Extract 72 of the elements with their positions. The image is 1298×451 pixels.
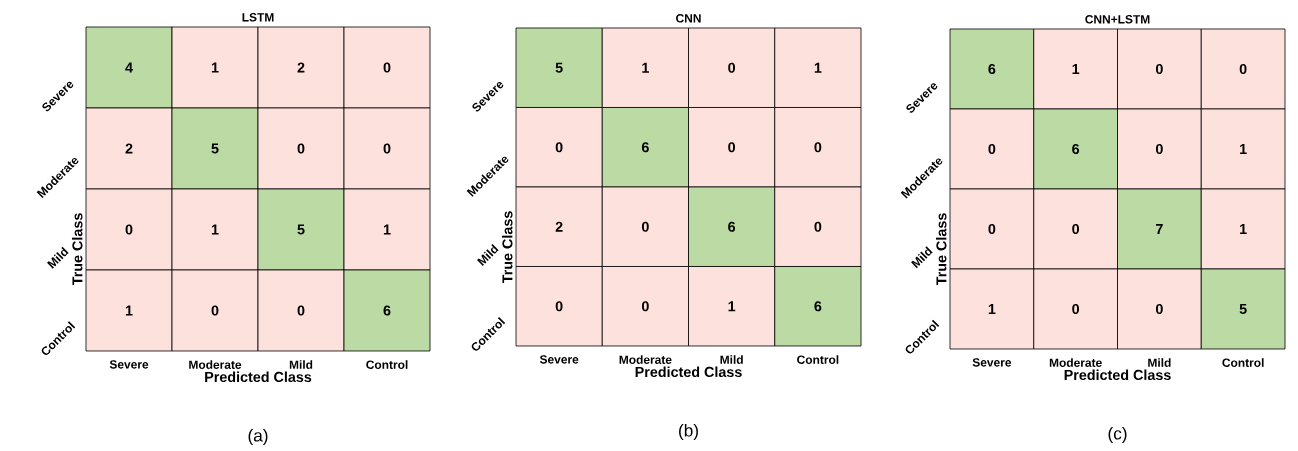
data-label: 6	[641, 142, 649, 153]
data-label: 0	[728, 62, 736, 73]
data-label: 0	[555, 301, 563, 312]
data-label: 0	[641, 301, 649, 312]
data-label: 1	[383, 224, 391, 235]
data-label: 5	[1239, 303, 1247, 314]
data-label: 0	[988, 143, 996, 155]
data-label: 4	[125, 62, 133, 73]
data-label: 0	[641, 221, 649, 232]
data-label: 0	[1239, 63, 1247, 75]
data-label: 7	[1156, 224, 1163, 234]
data-label: 0	[1155, 303, 1163, 315]
data-label: 1	[988, 304, 996, 314]
chart-title: CNN	[676, 14, 701, 23]
data-label: 1	[642, 62, 649, 73]
data-label: 0	[297, 143, 305, 154]
data-label: 0	[125, 224, 133, 235]
data-label: 5	[297, 224, 305, 235]
data-label: 0	[1155, 143, 1163, 155]
data-label: 6	[988, 63, 996, 75]
data-label: 0	[1072, 303, 1080, 315]
x-axis-title: Predicted Class	[635, 366, 742, 378]
text: (b)	[679, 423, 698, 441]
text: (c)	[1108, 426, 1127, 444]
data-label: 2	[555, 221, 563, 232]
data-label: 2	[297, 62, 305, 73]
x-tick-label: Moderate	[619, 355, 672, 364]
x-tick-label: Control	[1222, 358, 1264, 367]
y-axis-title: True Class	[935, 213, 947, 286]
x-tick-label: Mild	[720, 355, 743, 364]
data-label: 1	[211, 224, 219, 235]
data-label: 0	[728, 142, 736, 153]
data-label: 6	[383, 305, 391, 316]
data-label: 1	[728, 301, 736, 312]
x-tick-label: Control	[366, 360, 408, 369]
x-axis-title: Predicted Class	[1064, 369, 1171, 381]
data-label: 5	[555, 62, 563, 73]
data-label: 0	[383, 143, 391, 154]
data-label: 0	[814, 221, 822, 232]
data-label: 6	[728, 221, 736, 232]
x-tick-label: Control	[797, 355, 839, 364]
data-label: 1	[1240, 224, 1247, 234]
x-tick-label: Severe	[109, 360, 149, 369]
data-label: 0	[1072, 223, 1080, 235]
x-tick-label: Severe	[972, 358, 1012, 367]
data-label: 1	[1072, 64, 1080, 74]
x-tick-label: Mild	[289, 360, 313, 369]
chart-title: LSTM	[242, 13, 274, 22]
data-label: 2	[125, 143, 133, 154]
data-label: 5	[211, 143, 219, 154]
data-label: 0	[988, 223, 996, 235]
data-label: 0	[1155, 63, 1163, 75]
x-tick-label: Severe	[539, 355, 579, 364]
y-axis-title: True Class	[71, 213, 83, 286]
chart-title: CNN+LSTM	[1085, 15, 1150, 24]
data-label: 0	[383, 62, 391, 73]
data-label: 0	[211, 305, 219, 316]
x-axis-title: Predicted Class	[205, 371, 312, 383]
x-tick-label: Mild	[1148, 358, 1171, 367]
x-tick-label: Moderate	[1049, 358, 1102, 367]
data-label: 1	[1240, 144, 1247, 154]
data-label: 6	[1072, 143, 1080, 155]
data-label: 0	[555, 142, 563, 153]
data-label: 1	[125, 305, 133, 316]
y-axis-title: True Class	[501, 211, 513, 284]
data-label: 1	[211, 62, 219, 73]
x-tick-label: Moderate	[189, 360, 242, 369]
data-label: 0	[297, 305, 305, 316]
data-label: 0	[814, 142, 822, 153]
data-label: 1	[814, 62, 822, 73]
data-label: 6	[814, 301, 822, 312]
text: (a)	[248, 428, 268, 446]
